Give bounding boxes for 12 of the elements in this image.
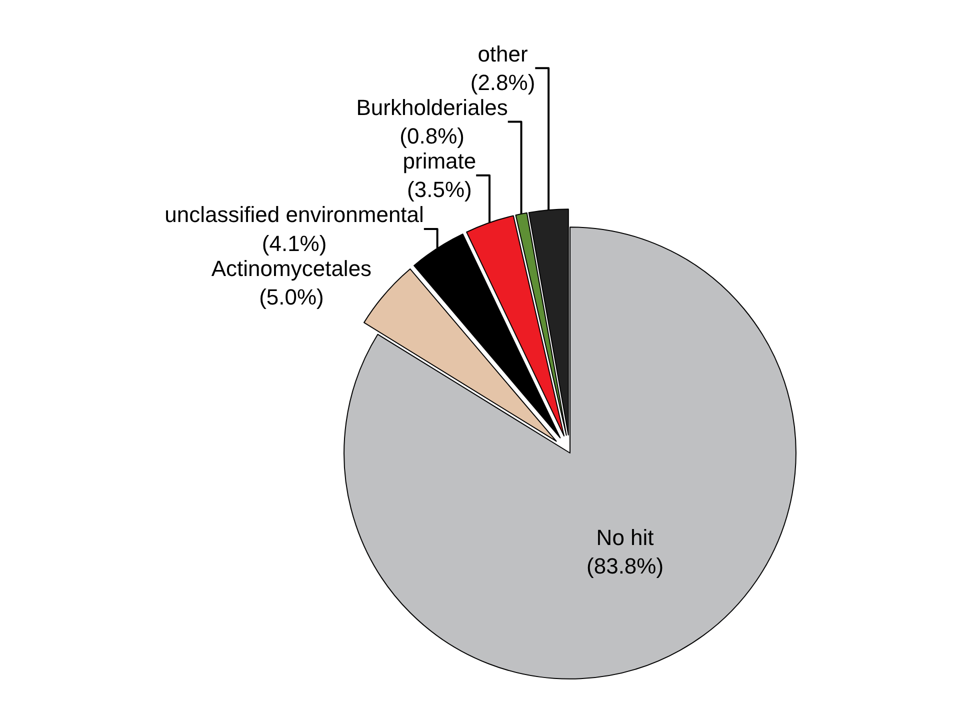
slice-label: No hit [596, 524, 654, 550]
slice-label: primate [402, 148, 476, 174]
slice-label: Actinomycetales [211, 256, 372, 281]
data-label: (3.5%) [407, 177, 472, 202]
data-label: (5.0%) [259, 284, 324, 310]
data-label: (0.8%) [400, 124, 464, 149]
data-label: (83.8%) [586, 553, 664, 578]
slice-label: unclassified environmental [164, 202, 424, 228]
data-label: (4.1%) [262, 230, 327, 256]
slice-label: other [478, 41, 528, 66]
slice-label: Burkholderiales [356, 94, 508, 120]
data-label: (2.8%) [470, 70, 536, 95]
